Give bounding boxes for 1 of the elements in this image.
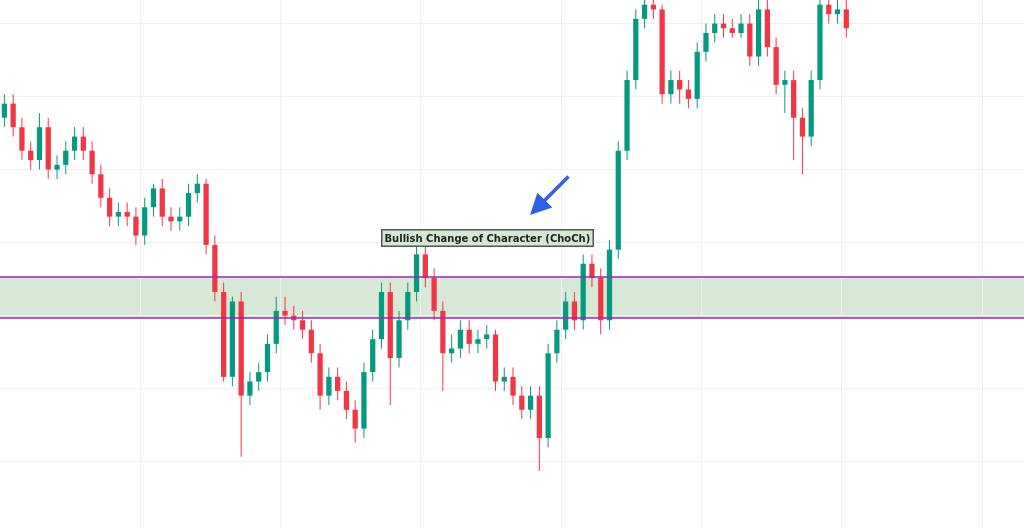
annotation: Bullish Change of Character (ChoCh) bbox=[384, 232, 591, 244]
